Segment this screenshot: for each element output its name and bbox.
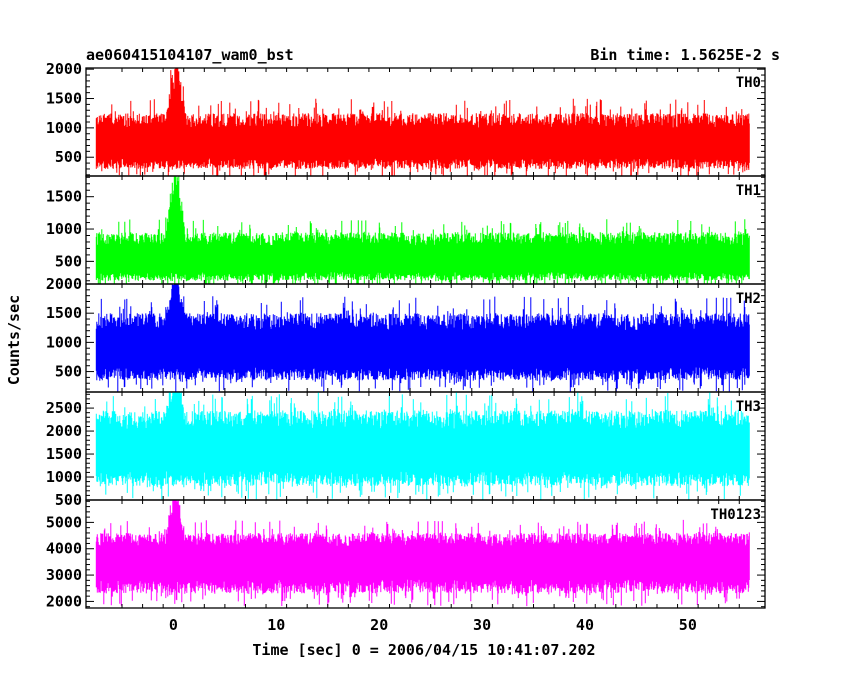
- y-tick-label-th3: 2500: [46, 399, 82, 417]
- chart-title: ae060415104107_wam0_bst: [86, 46, 294, 64]
- bin-time-label: Bin time: 1.5625E-2 s: [590, 46, 780, 64]
- x-tick-label: 40: [576, 616, 594, 634]
- series-trace-th2: [95, 284, 750, 392]
- panel-label-th1: TH1: [736, 183, 761, 199]
- x-tick-label: 30: [473, 616, 491, 634]
- y-tick-label-th1: 1000: [46, 220, 82, 238]
- y-tick-label-th0123: 4000: [46, 540, 82, 558]
- y-tick-label-th1: 1500: [46, 188, 82, 206]
- series-trace-th0123: [95, 500, 750, 607]
- y-tick-label-th0123: 5000: [46, 513, 82, 531]
- x-tick-label: 10: [267, 616, 285, 634]
- x-tick-label: 0: [169, 616, 178, 634]
- y-tick-label-th1: 500: [55, 252, 82, 270]
- x-axis-label: Time [sec] 0 = 2006/04/15 10:41:07.202: [252, 641, 595, 659]
- y-tick-label-th3: 500: [55, 491, 82, 509]
- y-tick-label-th0123: 3000: [46, 566, 82, 584]
- panel-label-th0: TH0: [736, 75, 761, 91]
- y-tick-label-th2: 2000: [46, 275, 82, 293]
- y-tick-label-th0: 500: [55, 148, 82, 166]
- series-trace-th1: [95, 176, 750, 284]
- y-tick-label-th3: 1500: [46, 445, 82, 463]
- y-axis-label: Counts/sec: [5, 295, 23, 385]
- y-tick-label-th3: 1000: [46, 468, 82, 486]
- series-trace-th0: [95, 68, 750, 176]
- y-tick-label-th0123: 2000: [46, 592, 82, 610]
- series-trace-th3: [95, 392, 750, 500]
- panel-label-th2: TH2: [736, 291, 761, 307]
- y-tick-label-th2: 1000: [46, 333, 82, 351]
- y-tick-label-th0: 1500: [46, 90, 82, 108]
- y-tick-label-th0: 1000: [46, 119, 82, 137]
- panel-label-th3: TH3: [736, 399, 761, 415]
- y-tick-label-th0: 2000: [46, 60, 82, 78]
- y-tick-label-th2: 500: [55, 363, 82, 381]
- y-tick-label-th2: 1500: [46, 304, 82, 322]
- x-tick-label: 50: [679, 616, 697, 634]
- panel-label-th0123: TH0123: [710, 507, 761, 523]
- x-tick-label: 20: [370, 616, 388, 634]
- y-tick-label-th3: 2000: [46, 422, 82, 440]
